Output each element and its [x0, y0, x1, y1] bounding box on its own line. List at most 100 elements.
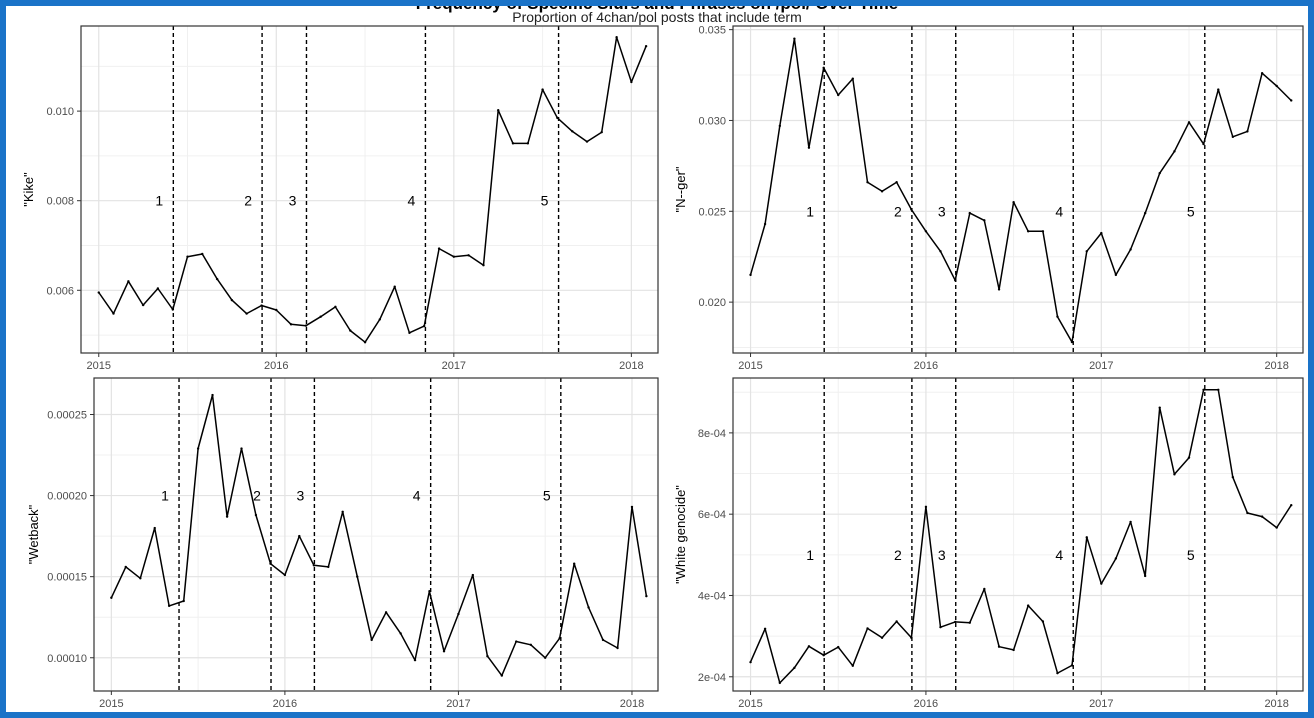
data-point — [968, 621, 971, 624]
data-point — [1217, 388, 1220, 391]
chart-panel-1: 2015 2016 2017 2018 0.006 0.008 0.010 "Kike" 1 2 3… — [21, 25, 659, 372]
data-point — [289, 323, 293, 326]
data-point — [895, 181, 898, 184]
x-tick-label: 2016 — [273, 698, 297, 710]
data-point — [1012, 201, 1015, 204]
data-point — [141, 303, 145, 307]
y-tick-label: 0.025 — [698, 206, 726, 218]
data-point — [500, 674, 504, 677]
data-point — [240, 447, 243, 450]
data-point — [275, 308, 278, 312]
data-point — [556, 116, 559, 120]
data-point — [399, 632, 402, 635]
event-label: 3 — [938, 547, 946, 563]
data-point — [384, 611, 388, 614]
event-label: 3 — [296, 488, 304, 504]
event-label: 5 — [541, 193, 549, 209]
event-label: 1 — [161, 488, 169, 504]
data-point — [572, 562, 576, 565]
data-point — [837, 93, 840, 97]
data-point — [1085, 536, 1088, 539]
y-tick-label: 0.030 — [698, 115, 726, 127]
data-point — [558, 637, 561, 640]
data-point — [1143, 574, 1147, 578]
data-point — [482, 264, 485, 267]
data-point — [356, 575, 359, 578]
event-label: 3 — [289, 193, 297, 209]
data-point — [201, 252, 204, 256]
data-point — [457, 612, 460, 616]
x-tick-label: 2017 — [442, 360, 466, 372]
data-point — [467, 254, 470, 257]
data-point — [1070, 664, 1074, 667]
data-point — [954, 279, 957, 282]
data-point — [1100, 231, 1103, 235]
data-point — [571, 130, 574, 133]
data-point — [1129, 520, 1132, 524]
data-point — [1143, 211, 1147, 215]
data-point — [1100, 582, 1103, 585]
data-point — [211, 393, 214, 397]
data-point — [615, 35, 618, 39]
data-point — [1114, 557, 1118, 560]
y-tick-label: 0.008 — [46, 196, 74, 208]
x-tick-label: 2018 — [1264, 360, 1288, 372]
panel-border — [732, 25, 1304, 354]
data-point — [298, 534, 301, 538]
x-tick-label: 2017 — [1089, 698, 1113, 710]
data-point — [630, 80, 633, 84]
data-point — [260, 304, 263, 307]
data-point — [644, 44, 648, 48]
data-point — [437, 247, 441, 250]
y-tick-label: 0.010 — [46, 106, 74, 118]
data-point — [349, 329, 352, 332]
event-label: 4 — [408, 193, 416, 209]
data-point — [1260, 72, 1264, 75]
data-point — [327, 565, 330, 569]
data-point — [363, 341, 367, 344]
data-point — [1158, 406, 1161, 409]
event-label: 1 — [806, 203, 814, 219]
data-point — [880, 636, 884, 639]
data-point — [422, 324, 426, 328]
y-tick-label: 0.00010 — [47, 653, 87, 665]
data-point — [225, 515, 229, 518]
y-tick-label: 0.020 — [698, 297, 726, 309]
y-tick-label: 0.035 — [698, 25, 726, 37]
data-point — [924, 230, 928, 233]
data-point — [269, 562, 272, 565]
data-point — [544, 656, 547, 659]
data-point — [630, 505, 634, 509]
event-label: 5 — [1187, 547, 1195, 563]
data-point — [997, 288, 1001, 291]
y-tick-label: 0.00015 — [47, 572, 87, 584]
data-point — [807, 146, 811, 149]
data-point — [924, 505, 928, 509]
data-point — [645, 594, 648, 598]
x-tick-label: 2016 — [264, 360, 288, 372]
data-point — [393, 285, 396, 288]
data-point — [167, 604, 171, 608]
charts-canvas: 2015 2016 2017 2018 0.006 0.008 0.010 "Kike" 1 2 3… — [21, 25, 1304, 710]
event-label: 4 — [1055, 547, 1063, 563]
data-point — [1187, 121, 1191, 124]
data-point — [127, 280, 130, 283]
data-point — [778, 681, 782, 685]
data-point — [1114, 273, 1118, 277]
data-point — [793, 37, 796, 40]
panel-border — [93, 377, 659, 692]
series-line — [110, 394, 648, 677]
data-point — [866, 181, 869, 184]
data-point — [497, 109, 500, 112]
x-tick-label: 2016 — [914, 360, 938, 372]
y-tick-label: 2e-04 — [698, 672, 726, 684]
data-point — [304, 324, 308, 327]
data-point — [822, 654, 825, 657]
x-tick-label: 2018 — [1264, 698, 1288, 710]
data-point — [1275, 84, 1278, 88]
data-point — [1070, 340, 1074, 344]
data-point — [1056, 671, 1059, 675]
plot-background — [733, 26, 1303, 353]
data-point — [515, 640, 518, 643]
data-point — [312, 564, 316, 567]
